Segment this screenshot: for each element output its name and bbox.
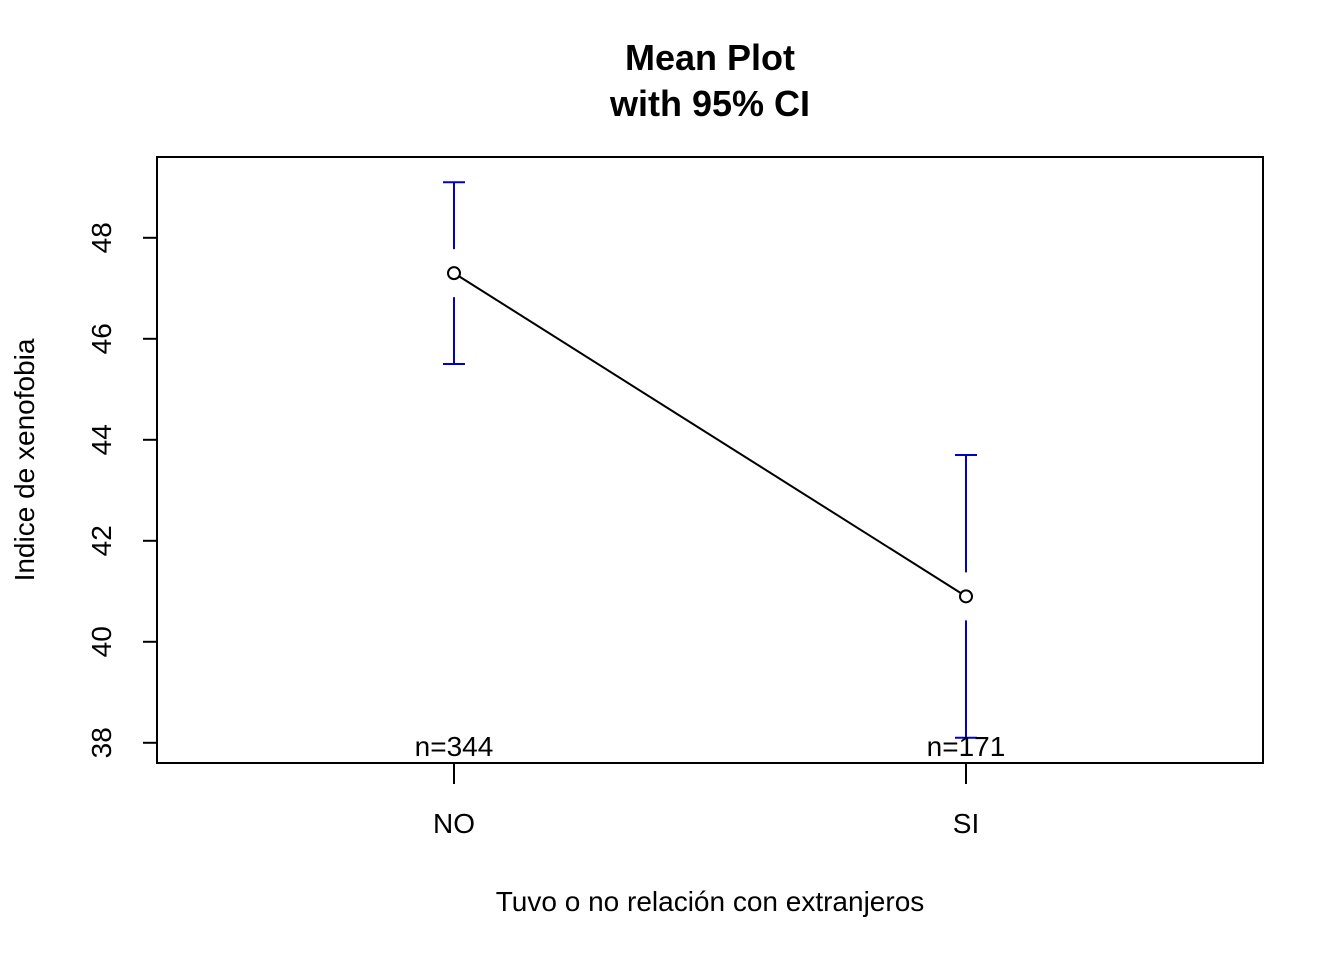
y-tick-label: 38 xyxy=(86,727,117,758)
mean-point xyxy=(959,589,973,604)
y-tick-label: 44 xyxy=(86,424,117,455)
y-tick-label: 42 xyxy=(86,525,117,556)
y-tick-label: 40 xyxy=(86,626,117,657)
x-tick-label: SI xyxy=(953,808,979,839)
x-axis: NO SI xyxy=(433,763,979,839)
chart-subtitle: with 95% CI xyxy=(609,83,810,124)
y-tick-label: 48 xyxy=(86,222,117,253)
count-label: n=344 xyxy=(415,731,494,762)
mean-line xyxy=(453,272,967,598)
mean-series: n=344 n=171 xyxy=(415,181,1006,762)
count-label: n=171 xyxy=(927,731,1006,762)
y-axis: 38 40 42 44 46 48 xyxy=(86,222,158,758)
y-axis-label: Indice de xenofobia xyxy=(9,338,40,581)
x-axis-label: Tuvo o no relación con extranjeros xyxy=(496,886,925,917)
y-tick-label: 46 xyxy=(86,323,117,354)
mean-point xyxy=(447,266,461,281)
x-tick-label: NO xyxy=(433,808,475,839)
plot-area-frame xyxy=(156,156,1264,764)
chart-title: Mean Plot xyxy=(625,37,795,78)
